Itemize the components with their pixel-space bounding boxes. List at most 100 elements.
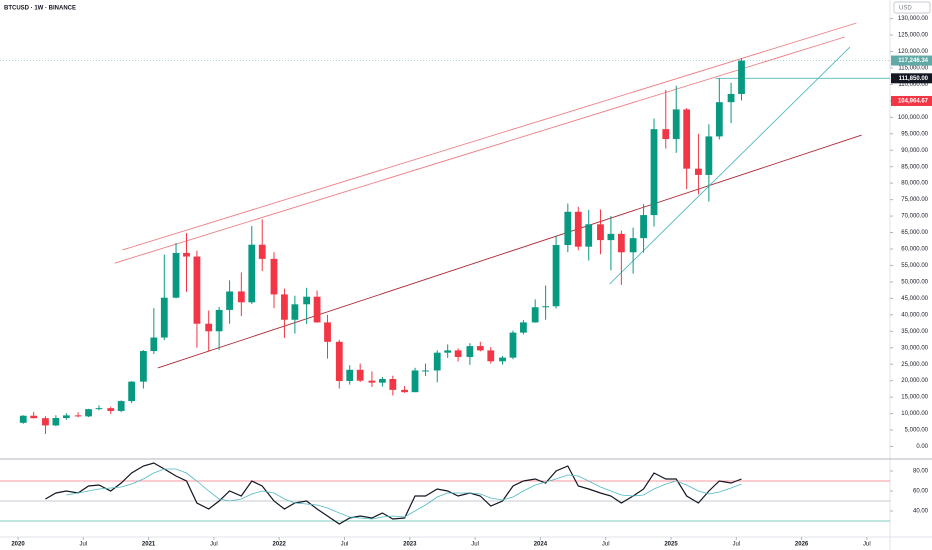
candle-body: [454, 350, 462, 357]
candle-body: [650, 129, 658, 216]
candle-body: [509, 332, 517, 358]
candle-body: [640, 215, 647, 239]
candle-body: [258, 244, 266, 259]
y-tick-label: 40.00: [913, 509, 929, 515]
candle-body: [193, 256, 201, 324]
x-tick-label: 2021: [142, 542, 156, 548]
candle-body: [270, 258, 278, 295]
candle-body: [444, 350, 452, 353]
candle-body: [95, 408, 103, 410]
currency: USD: [899, 6, 912, 12]
y-tick-label: 125,000.00: [898, 33, 929, 39]
candle-body: [487, 350, 495, 362]
y-tick-label: 0.00: [916, 444, 928, 450]
candle-body: [313, 296, 321, 323]
candle-body: [499, 357, 506, 362]
candle-body: [585, 224, 593, 247]
candle-body: [476, 346, 484, 351]
x-tick-label: 2026: [795, 542, 809, 548]
candle-body: [574, 211, 582, 247]
x-tick-label: Jul: [79, 542, 87, 548]
y-tick-label: 75,000.00: [901, 197, 928, 203]
y-tick-label: 120,000.00: [898, 49, 929, 55]
trendline: [609, 46, 851, 285]
candle-body: [150, 337, 158, 352]
candle-body: [401, 389, 408, 393]
candle-body: [139, 351, 147, 382]
candle-body: [597, 224, 604, 241]
y-tick-label: 115,000.00: [898, 66, 928, 72]
y-tick-label: 65,000.00: [901, 230, 928, 236]
x-tick-label: Jul: [732, 542, 740, 548]
candle-body: [117, 401, 125, 411]
candle-body: [205, 323, 213, 332]
x-tick-label: Jul: [210, 542, 218, 548]
candle-body: [378, 379, 386, 383]
y-tick-label: 25,000.00: [901, 362, 928, 368]
y-tick-label: 15,000.00: [901, 395, 928, 401]
price-label-box: [891, 73, 932, 84]
candle-body: [466, 346, 474, 357]
y-tick-label: 20,000.00: [901, 378, 928, 384]
y-tick-label: 100,000.00: [898, 115, 929, 121]
candle-body: [389, 379, 397, 390]
candle-body: [107, 408, 115, 411]
y-tick-label: 70,000.00: [901, 214, 928, 220]
y-tick-label: 10,000.00: [901, 411, 928, 417]
x-tick-label: Jul: [471, 542, 479, 548]
candle-body: [683, 109, 691, 169]
candle-body: [607, 233, 615, 241]
candle-body: [346, 369, 354, 381]
candle-body: [411, 370, 419, 393]
candle-body: [215, 309, 223, 332]
x-tick-label: 2023: [403, 542, 417, 548]
x-tick-label: 2020: [11, 542, 25, 548]
y-tick-label: 55,000.00: [901, 263, 928, 269]
chart-title: BTCUSD · 1W · BINANCE: [4, 6, 76, 12]
candle-body: [433, 352, 441, 371]
price-label-box: [891, 95, 932, 106]
rsi-line: [66, 468, 742, 520]
y-tick-label: 60.00: [913, 489, 929, 495]
price-label-box: [891, 55, 932, 66]
y-tick-label: 80,000.00: [901, 181, 928, 187]
price-label: 117,246.34: [898, 58, 928, 64]
candle-body: [564, 211, 572, 246]
x-tick-label: 2022: [273, 542, 287, 548]
y-tick-label: 130,000.00: [898, 16, 929, 22]
candle-body: [617, 233, 625, 253]
candle-body: [281, 294, 288, 320]
candle-body: [542, 306, 550, 308]
currency-box[interactable]: [893, 1, 931, 14]
y-tick-label: 40,000.00: [901, 312, 928, 318]
y-tick-label: 45,000.00: [901, 296, 928, 302]
candle-body: [727, 93, 735, 103]
candle-body: [695, 168, 702, 175]
candle-body: [552, 245, 560, 307]
y-tick-label: 5,000.00: [905, 428, 929, 434]
candle-body: [715, 102, 723, 137]
candle-body: [520, 322, 527, 333]
trendline: [157, 134, 862, 369]
x-tick-label: 2025: [664, 542, 678, 548]
candle-body: [531, 307, 539, 323]
y-tick-label: 50,000.00: [901, 279, 928, 285]
candle-body: [128, 381, 136, 402]
candle-body: [74, 415, 82, 417]
price-label: 104,964.67: [898, 99, 929, 105]
y-tick-label: 35,000.00: [901, 329, 928, 335]
rsi-line: [45, 462, 742, 525]
x-tick-label: Jul: [602, 542, 610, 548]
candle-body: [183, 252, 190, 257]
y-tick-label: 85,000.00: [901, 164, 928, 170]
candle-body: [662, 129, 670, 140]
y-tick-label: 95,000.00: [901, 131, 928, 137]
candle-body: [62, 415, 70, 419]
trendline: [114, 36, 845, 264]
candle-body: [303, 296, 311, 305]
x-tick-label: Jul: [863, 542, 871, 548]
y-tick-label: 30,000.00: [901, 345, 928, 351]
y-tick-label: 90,000.00: [901, 148, 928, 154]
candle-body: [85, 409, 92, 417]
